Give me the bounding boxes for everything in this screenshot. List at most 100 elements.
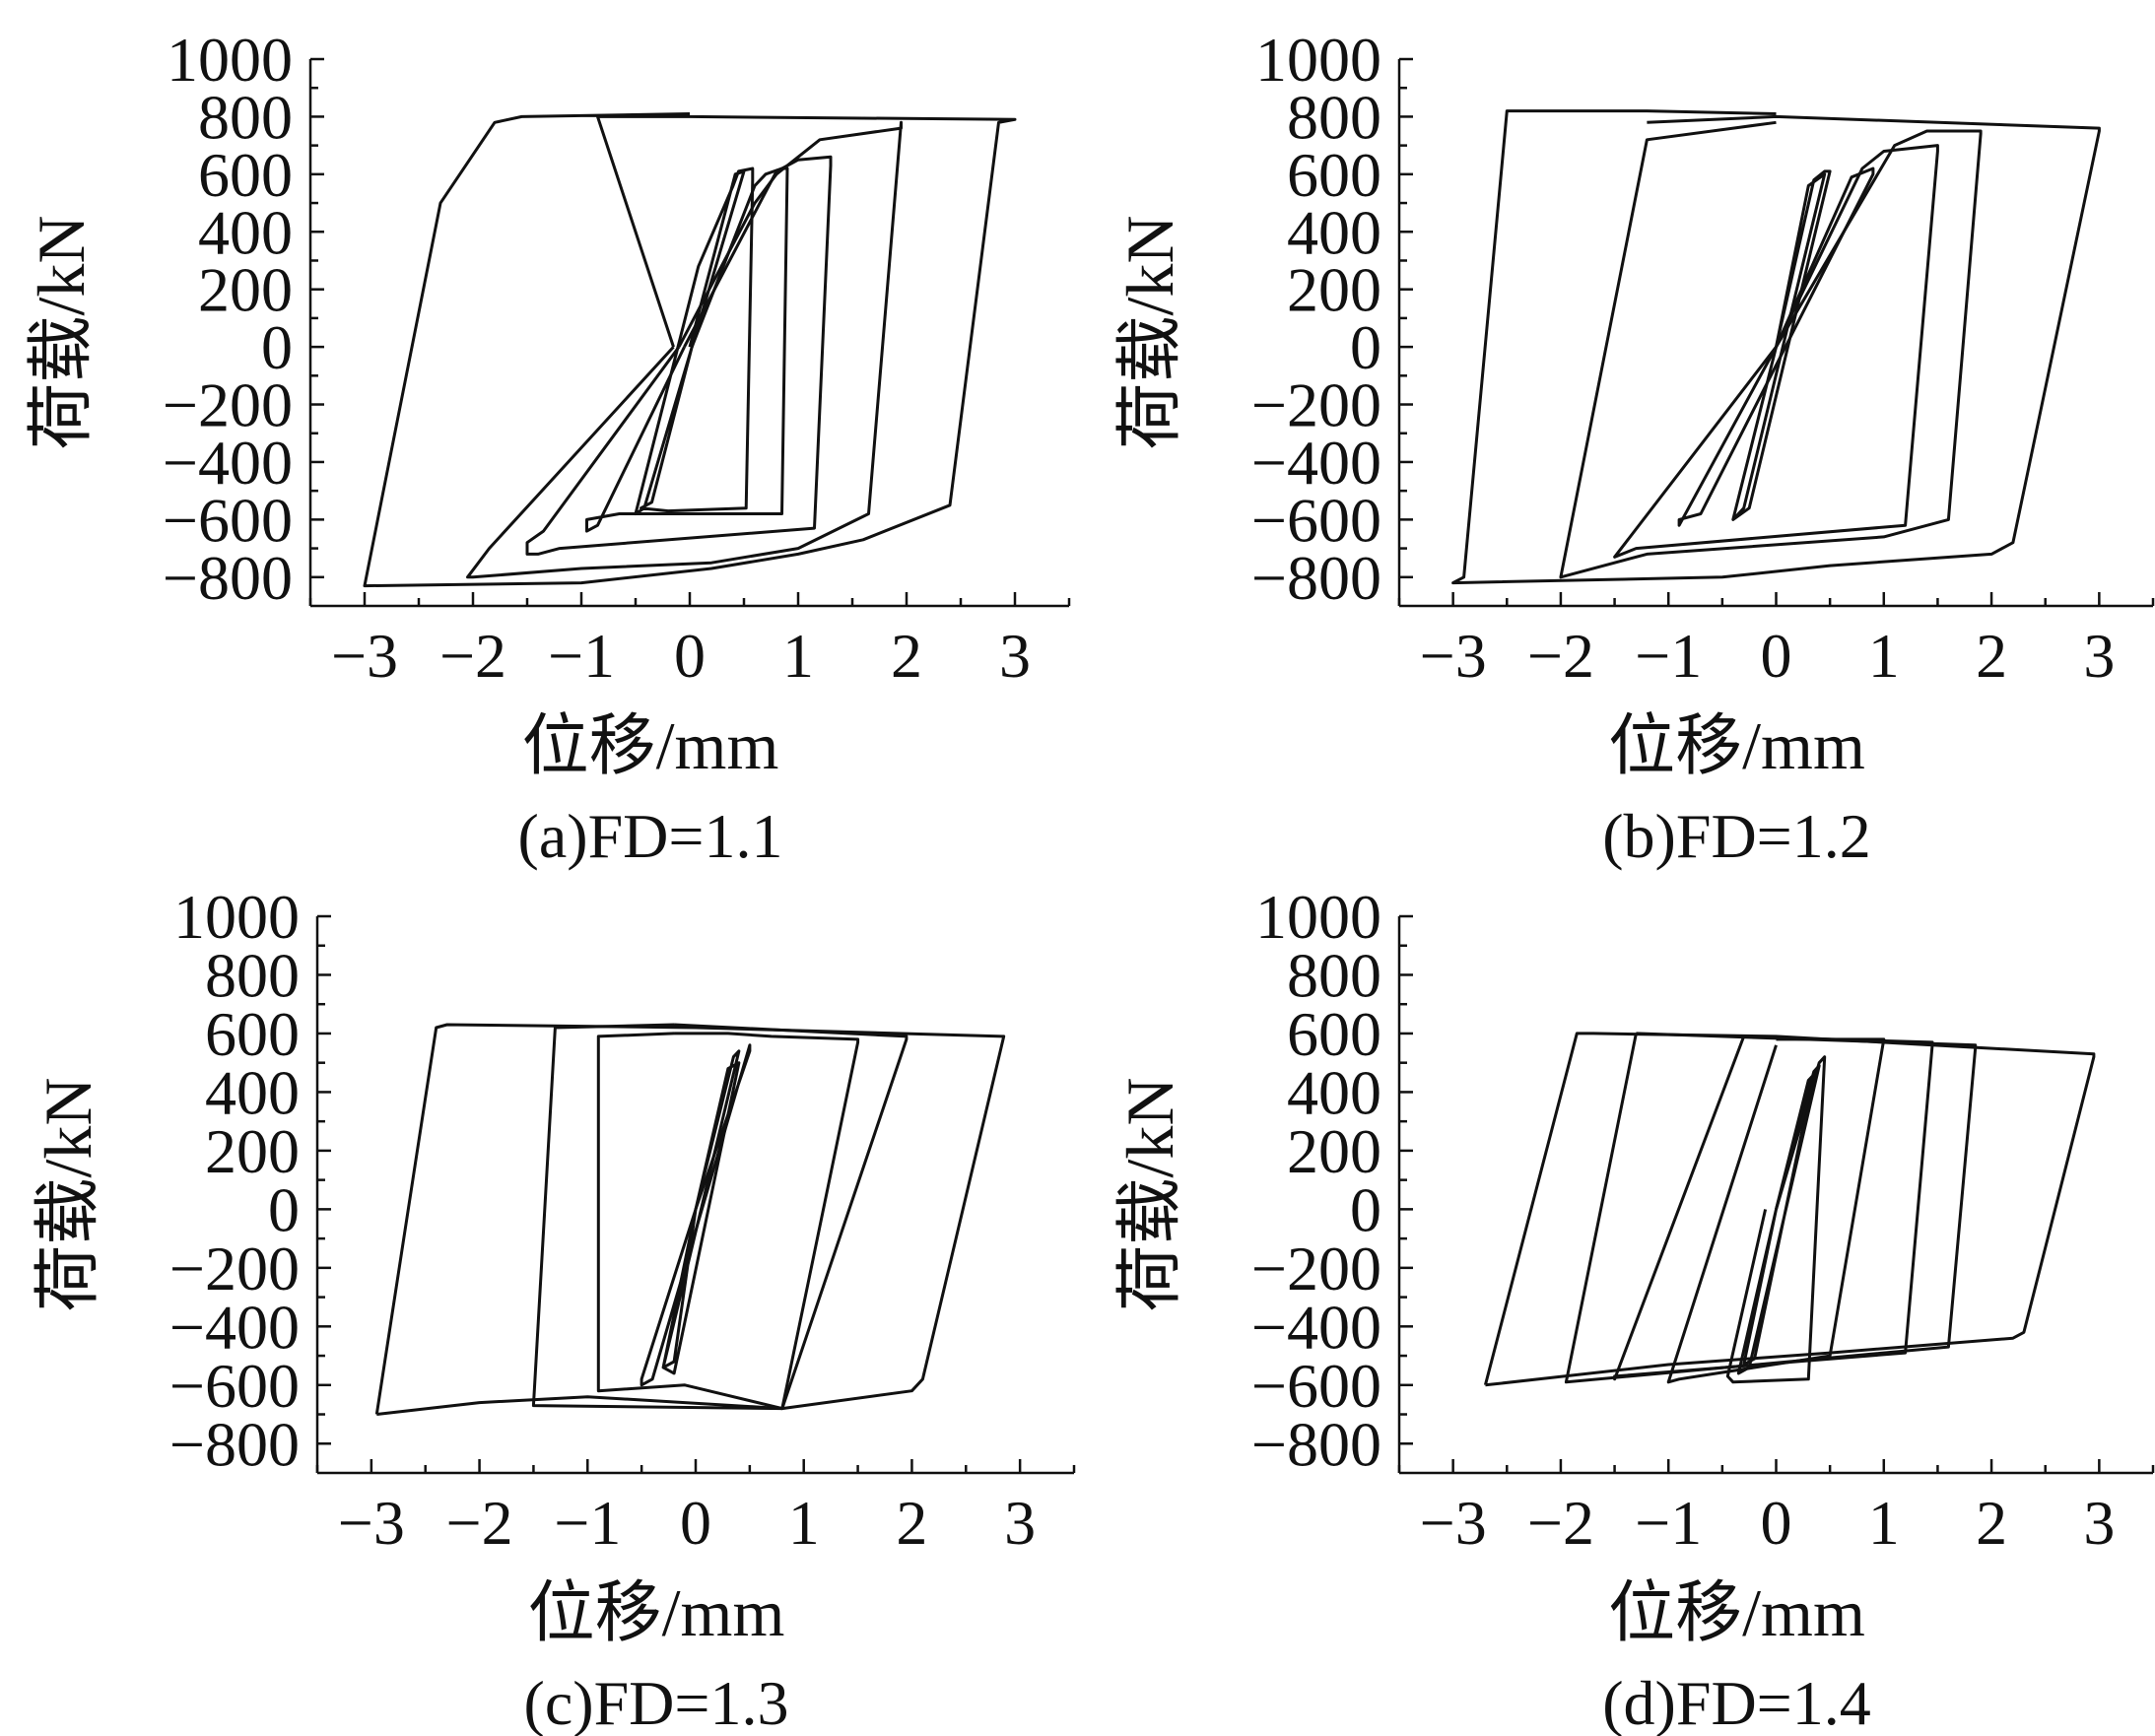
ylabel: 荷载/kN: [1112, 1077, 1187, 1311]
y-tick-label: −200: [1251, 1234, 1381, 1303]
x-tick-label: 1: [788, 1488, 820, 1558]
y-tick-label: 800: [1287, 82, 1381, 152]
y-tick-label: −200: [163, 370, 293, 440]
y-tick-label: 1000: [1255, 25, 1381, 95]
y-tick-label: 600: [1287, 999, 1381, 1069]
y-tick-label: −600: [1251, 1351, 1381, 1421]
x-tick-label: 2: [1976, 621, 2007, 691]
xlabel: 位移/mm: [1608, 708, 1865, 783]
ylabel: 荷载/kN: [31, 1077, 105, 1311]
x-tick-label: −3: [331, 621, 398, 691]
x-tick-label: −2: [1527, 1488, 1594, 1558]
hysteresis-loop-1: [1736, 1064, 1821, 1375]
y-tick-label: 1000: [1255, 882, 1381, 952]
y-tick-label: 0: [268, 1174, 300, 1244]
hysteresis-loop-1: [1731, 169, 1832, 521]
hysteresis-loop-2: [1725, 1055, 1827, 1384]
y-tick-label: −400: [1251, 1292, 1381, 1362]
y-tick-label: 1000: [173, 882, 300, 952]
x-tick-label: 3: [2083, 621, 2115, 691]
panel-c: 荷载/kN 位移/mm (c)FD=1.3 −800−600−400−20002…: [31, 882, 1076, 1736]
x-tick-label: 3: [999, 621, 1031, 691]
hysteresis-loop-4: [1559, 120, 1983, 579]
y-tick-label: 800: [205, 940, 300, 1010]
y-tick-label: 200: [1287, 1116, 1381, 1186]
ylabel: 荷载/kN: [24, 215, 99, 449]
x-tick-label: −3: [1420, 1488, 1487, 1558]
y-tick-label: −200: [169, 1234, 300, 1303]
caption: (c)FD=1.3: [524, 1668, 789, 1736]
y-tick-label: 200: [1287, 255, 1381, 325]
y-tick-label: −800: [1251, 543, 1381, 613]
hysteresis-loop-2: [585, 167, 789, 533]
y-tick-label: 600: [205, 999, 300, 1069]
x-tick-label: −3: [338, 1488, 405, 1558]
y-tick-label: 600: [1287, 140, 1381, 210]
y-tick-label: −400: [1251, 428, 1381, 498]
y-tick-label: 400: [198, 197, 293, 267]
x-tick-label: 2: [1976, 1488, 2007, 1558]
x-tick-label: −1: [1635, 1488, 1702, 1558]
y-tick-label: 200: [205, 1116, 300, 1186]
xlabel: 位移/mm: [522, 708, 779, 783]
y-tick-label: −600: [163, 485, 293, 555]
hysteresis-loop-5: [1564, 1032, 1978, 1384]
y-tick-label: −200: [1251, 370, 1381, 440]
x-tick-label: −1: [548, 621, 615, 691]
x-tick-label: 2: [896, 1488, 927, 1558]
y-tick-label: −400: [169, 1292, 300, 1362]
x-tick-label: −2: [1527, 621, 1594, 691]
x-tick-label: −1: [554, 1488, 621, 1558]
hysteresis-loop-5: [363, 112, 1017, 588]
panel-b: 荷载/kN 位移/mm (b)FD=1.2 −800−600−400−20002…: [1112, 25, 2155, 871]
panel-a: 荷载/kN 位移/mm (a)FD=1.1 −800−600−400−20002…: [24, 25, 1071, 871]
x-tick-label: 0: [1761, 621, 1792, 691]
x-tick-label: −2: [439, 621, 506, 691]
y-tick-label: 600: [198, 140, 293, 210]
y-tick-label: −800: [169, 1409, 300, 1479]
y-tick-label: 400: [205, 1057, 300, 1127]
hysteresis-loop-6: [1483, 1032, 2096, 1387]
y-tick-label: −400: [163, 428, 293, 498]
hysteresis-loop-2: [640, 1043, 752, 1387]
x-tick-label: −2: [446, 1488, 513, 1558]
y-tick-label: 1000: [167, 25, 293, 95]
y-tick-label: 200: [198, 255, 293, 325]
y-tick-label: 400: [1287, 1057, 1381, 1127]
caption: (d)FD=1.4: [1602, 1668, 1871, 1736]
panel-d: 荷载/kN 位移/mm (d)FD=1.4 −800−600−400−20002…: [1112, 882, 2155, 1736]
hysteresis-loop-5: [1451, 109, 2101, 585]
hysteresis-loop-3: [596, 1032, 860, 1411]
caption: (a)FD=1.1: [518, 801, 783, 871]
xlabel: 位移/mm: [1608, 1575, 1865, 1650]
y-tick-label: 400: [1287, 197, 1381, 267]
hysteresis-loop-3: [1613, 144, 1939, 559]
x-tick-label: 1: [782, 621, 814, 691]
y-tick-label: 0: [261, 312, 293, 382]
xlabel: 位移/mm: [528, 1575, 785, 1650]
hysteresis-loop-4: [466, 120, 903, 579]
hysteresis-loop-5: [374, 1023, 1006, 1416]
x-tick-label: 2: [891, 621, 922, 691]
ylabel: 荷载/kN: [1112, 215, 1187, 449]
x-tick-label: 1: [1868, 621, 1900, 691]
x-tick-label: 1: [1868, 1488, 1900, 1558]
x-tick-label: 3: [2083, 1488, 2115, 1558]
y-tick-label: −600: [1251, 485, 1381, 555]
x-tick-label: 3: [1004, 1488, 1036, 1558]
x-tick-label: −3: [1420, 621, 1487, 691]
y-tick-label: −800: [163, 543, 293, 613]
y-tick-label: 0: [1350, 312, 1381, 382]
hysteresis-loop-4: [1613, 1035, 1934, 1381]
hysteresis-loop-2: [1677, 167, 1875, 527]
y-tick-label: 800: [198, 82, 293, 152]
y-tick-label: −800: [1251, 1409, 1381, 1479]
y-tick-label: 800: [1287, 940, 1381, 1010]
caption: (b)FD=1.2: [1602, 801, 1871, 871]
x-tick-label: 0: [674, 621, 706, 691]
x-tick-label: −1: [1635, 621, 1702, 691]
x-tick-label: 0: [680, 1488, 711, 1558]
y-tick-label: 0: [1350, 1174, 1381, 1244]
y-tick-label: −600: [169, 1351, 300, 1421]
